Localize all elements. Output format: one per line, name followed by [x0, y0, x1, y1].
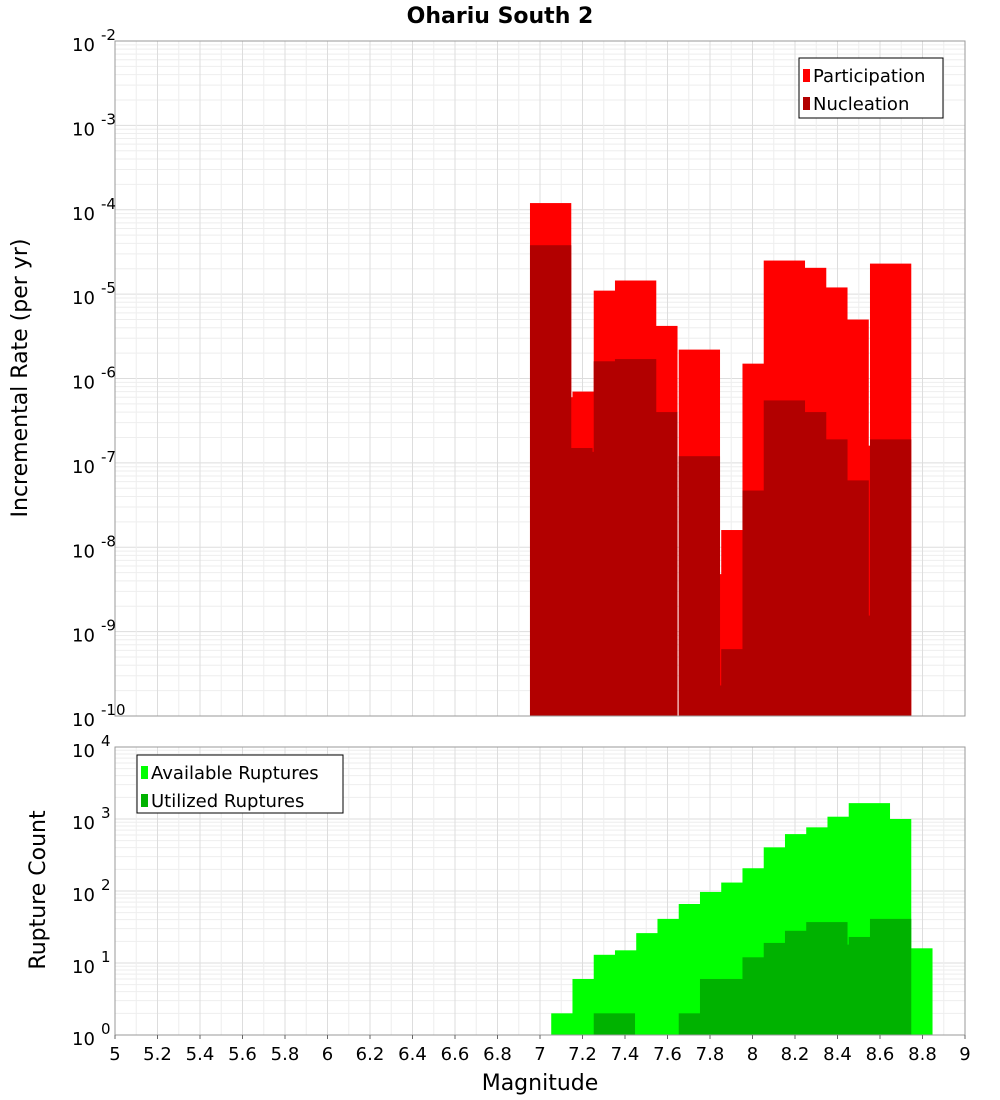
y-tick-exponent: -2 — [101, 26, 116, 44]
x-tick-label: 5.8 — [271, 1044, 300, 1065]
x-tick-label: 7.8 — [696, 1044, 725, 1065]
y-tick-exponent: 1 — [101, 948, 111, 966]
legend-box — [136, 754, 344, 814]
x-tick-label: 7 — [534, 1044, 545, 1065]
y-tick-label: 10 — [72, 541, 95, 562]
legend-label: Participation — [813, 66, 925, 87]
count-utilized-ruptures-bar — [869, 918, 912, 1035]
y-tick-label: 10 — [72, 626, 95, 647]
y-tick-label: 10 — [72, 457, 95, 478]
top-panel-bars — [529, 203, 912, 717]
y-tick-label: 10 — [72, 35, 95, 56]
y-tick-label: 10 — [72, 710, 95, 731]
bottom-panel-bars — [551, 803, 933, 1035]
legend-box — [798, 57, 944, 119]
bottom-y-axis-label: Rupture Count — [26, 810, 51, 970]
x-ticks: 5 5.2 5.4 5.6 5.8 6 6.2 6.4 6.6 6.8 7 7.2 7.4 7.6 7.8 8… — [109, 1035, 971, 1065]
rate-nucleation-bar — [678, 456, 721, 716]
y-tick-exponent: -4 — [101, 195, 116, 213]
x-tick-label: 5.6 — [228, 1044, 257, 1065]
legend-swatch — [141, 766, 148, 779]
x-tick-label: 7.2 — [568, 1044, 597, 1065]
bottom-legend: Available Ruptures Utilized Ruptures — [136, 754, 344, 814]
x-tick-label: 6.8 — [483, 1044, 512, 1065]
x-tick-label: 5.2 — [143, 1044, 172, 1065]
y-tick-exponent: 3 — [101, 804, 111, 822]
x-tick-label: 8.8 — [908, 1044, 937, 1065]
y-tick-exponent: -8 — [101, 532, 116, 550]
legend-label: Nucleation — [813, 94, 909, 115]
y-tick-label: 10 — [72, 119, 95, 140]
x-tick-label: 8.6 — [866, 1044, 895, 1065]
bottom-y-ticks: 10 4 10 3 10 2 10 1 10 0 — [72, 732, 111, 1050]
x-tick-label: 6.4 — [398, 1044, 427, 1065]
top-legend: Participation Nucleation — [798, 57, 944, 119]
y-tick-label: 10 — [72, 373, 95, 394]
x-tick-label: 6 — [322, 1044, 333, 1065]
legend-swatch — [803, 69, 810, 82]
x-tick-label: 7.6 — [653, 1044, 682, 1065]
y-tick-exponent: -9 — [101, 617, 116, 635]
x-tick-label: 9 — [959, 1044, 970, 1065]
y-tick-exponent: -7 — [101, 448, 116, 466]
x-tick-label: 5 — [109, 1044, 120, 1065]
x-tick-label: 6.6 — [441, 1044, 470, 1065]
x-tick-label: 8 — [747, 1044, 758, 1065]
y-tick-exponent: 4 — [101, 732, 111, 750]
top-y-axis-label: Incremental Rate (per yr) — [8, 239, 33, 518]
y-tick-label: 10 — [72, 741, 95, 762]
top-y-ticks: 10 -2 10 -3 10 -4 10 -5 10 -6 10 -7 10 -8 10 -9 10 -10 — [72, 26, 126, 731]
y-tick-label: 10 — [72, 957, 95, 978]
legend-swatch — [803, 97, 810, 110]
y-tick-exponent: -10 — [101, 701, 126, 719]
y-tick-label: 10 — [72, 813, 95, 834]
top-plot-frame — [114, 40, 966, 717]
x-tick-label: 8.2 — [781, 1044, 810, 1065]
y-tick-exponent: -3 — [101, 110, 116, 128]
y-tick-exponent: 0 — [101, 1020, 111, 1038]
rate-nucleation-bar — [869, 439, 912, 716]
count-utilized-ruptures-bar — [593, 1013, 636, 1035]
x-tick-label: 6.2 — [356, 1044, 385, 1065]
y-tick-label: 10 — [72, 885, 95, 906]
x-tick-label: 7.4 — [611, 1044, 640, 1065]
y-tick-exponent: -5 — [101, 279, 116, 297]
legend-label: Utilized Ruptures — [151, 791, 304, 812]
y-tick-label: 10 — [72, 1029, 95, 1050]
legend-swatch — [141, 794, 148, 807]
x-axis-label: Magnitude — [482, 1071, 599, 1096]
y-tick-label: 10 — [72, 204, 95, 225]
rate-nucleation-bar — [636, 412, 678, 716]
x-tick-label: 8.4 — [823, 1044, 852, 1065]
y-tick-exponent: 2 — [101, 876, 111, 894]
legend-label: Available Ruptures — [151, 763, 319, 784]
x-tick-label: 5.4 — [186, 1044, 215, 1065]
y-tick-label: 10 — [72, 288, 95, 309]
y-tick-exponent: -6 — [101, 364, 116, 382]
chart-title: Ohariu South 2 — [407, 4, 594, 29]
